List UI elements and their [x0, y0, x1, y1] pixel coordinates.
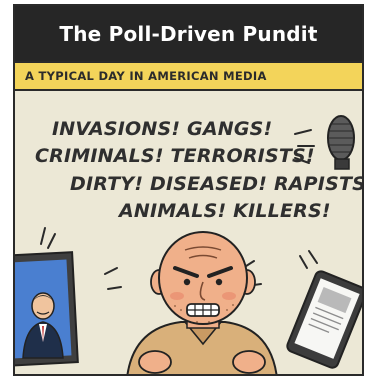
shout-line-2: CRIMINALS! TERRORISTS! [35, 145, 315, 167]
comic-panel: The Poll-Driven Pundit A TYPICAL DAY IN … [13, 4, 364, 376]
shout-line-3: DIRTY! DISEASED! RAPISTS! [70, 173, 364, 195]
emphasis-lines-top-right [294, 129, 315, 164]
comic-title: The Poll-Driven Pundit [15, 6, 362, 61]
shout-line-1: INVASIONS! GANGS! [52, 118, 273, 140]
comic-artwork [15, 115, 362, 374]
emphasis-lines-left [40, 227, 56, 249]
angry-pundit-figure [126, 231, 278, 374]
shout-line-4: ANIMALS! KILLERS! [119, 200, 331, 222]
microphone-icon [327, 115, 355, 170]
television-icon [15, 251, 79, 367]
tablet-icon [286, 270, 362, 369]
comic-subtitle: A TYPICAL DAY IN AMERICAN MEDIA [15, 61, 362, 91]
